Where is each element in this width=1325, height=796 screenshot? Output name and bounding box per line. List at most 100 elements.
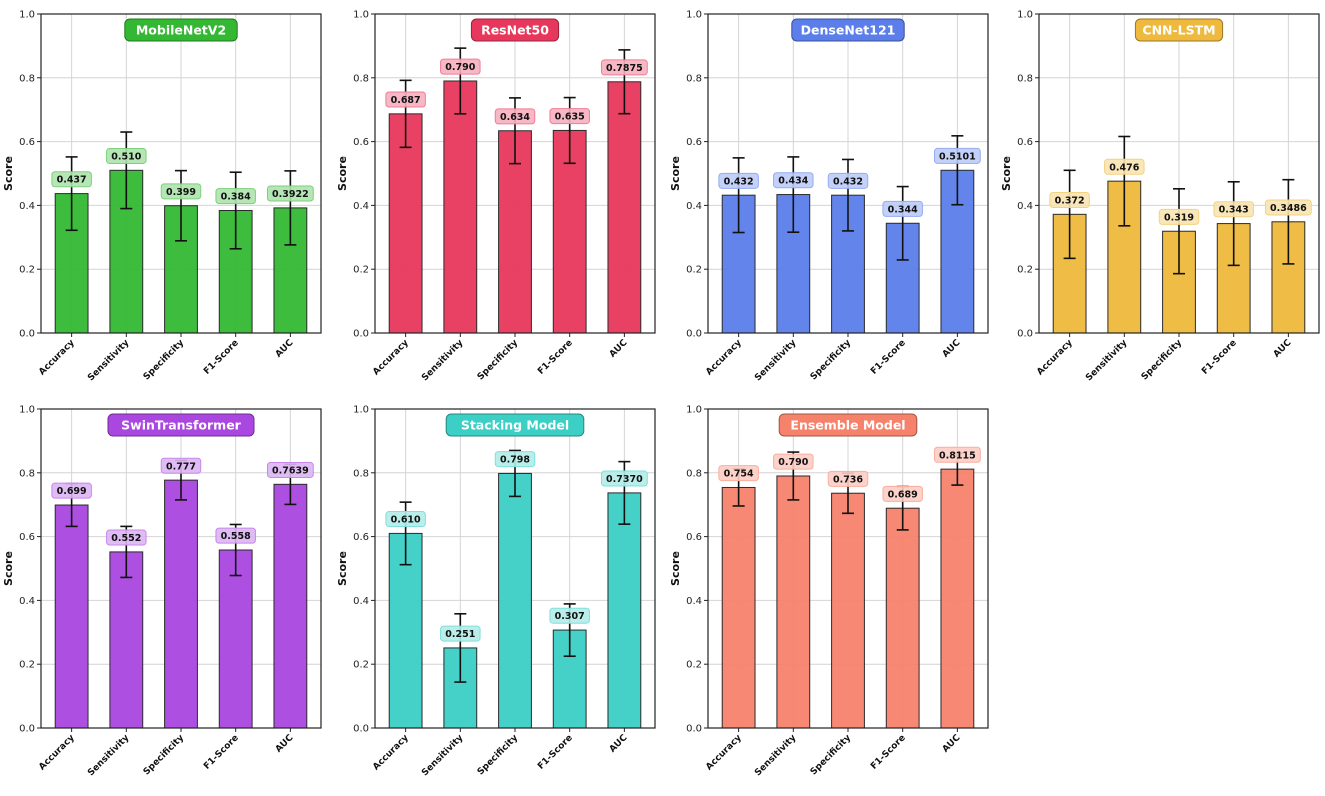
y-tick-label: 0.0 (1017, 329, 1033, 340)
y-tick-label: 1.0 (353, 10, 369, 21)
value-label-box (215, 527, 256, 544)
x-tick-label: Accuracy (704, 733, 744, 773)
y-tick-label: 0.2 (19, 265, 35, 276)
y-tick-label: 1.0 (19, 405, 35, 416)
bar-auc (607, 492, 642, 729)
x-tick-label: Specificity (142, 733, 186, 777)
value-label: 0.343 (1219, 205, 1249, 216)
y-tick-label: 0.8 (353, 468, 369, 479)
y-tick-label: 0.8 (19, 468, 35, 479)
value-label-box (385, 91, 426, 108)
y-axis-label: Score (2, 156, 15, 191)
value-label: 0.777 (166, 461, 196, 472)
y-axis-label: Score (669, 551, 682, 586)
value-label-box (882, 200, 923, 217)
y-tick-label: 0.0 (353, 724, 369, 735)
y-tick-label: 0.0 (19, 724, 35, 735)
value-label-box (494, 108, 536, 125)
x-tick-label: Specificity (809, 338, 853, 382)
y-tick-label: 0.2 (1017, 265, 1033, 276)
y-tick-label: 0.6 (686, 532, 702, 543)
subplot-title-badge (107, 413, 255, 437)
y-tick-label: 0.6 (353, 137, 369, 148)
x-tick-label: Specificity (1140, 338, 1184, 382)
bar-specificity (164, 479, 198, 729)
error-bar (787, 156, 800, 233)
bar-sensitivity (109, 551, 144, 729)
bar-accuracy (54, 504, 89, 729)
value-label: 0.510 (111, 151, 141, 162)
axes-frame (374, 408, 656, 729)
value-label-box (266, 461, 314, 478)
y-tick-label: 0.6 (19, 137, 35, 148)
axes-frame (1038, 13, 1320, 334)
value-label: 0.7370 (606, 474, 643, 485)
value-label: 0.558 (221, 531, 251, 542)
x-tick-label: Accuracy (1035, 338, 1075, 378)
value-label: 0.736 (833, 474, 863, 485)
bar-sensitivity (443, 80, 478, 334)
error-bar (454, 612, 467, 683)
error-bar (1173, 188, 1185, 275)
value-label-box (1158, 208, 1200, 225)
subplot-title: MobileNetV2 (136, 23, 226, 38)
x-tick-label: Accuracy (704, 338, 744, 378)
value-label: 0.798 (500, 455, 530, 466)
subplot-title-badge (470, 18, 560, 42)
value-label: 0.437 (57, 175, 87, 186)
error-bar (732, 157, 745, 234)
value-label-box (51, 482, 92, 499)
y-tick-label: 0.0 (686, 329, 702, 340)
subplot-title: CNN-LSTM (1142, 23, 1215, 38)
y-axis-label: Score (669, 156, 682, 191)
x-tick-label: Specificity (809, 733, 853, 777)
value-label: 0.432 (724, 176, 754, 187)
x-tick-label: Sensitivity (86, 338, 131, 383)
value-label: 0.3922 (272, 189, 309, 200)
value-label-box (215, 188, 256, 205)
y-tick-label: 0.2 (19, 660, 35, 671)
x-tick-label: Sensitivity (1084, 338, 1129, 383)
value-label-box (385, 511, 426, 528)
x-tick-label: Accuracy (371, 733, 411, 773)
value-label: 0.7875 (606, 63, 643, 74)
y-tick-label: 0.2 (686, 265, 702, 276)
value-label-box (266, 185, 314, 202)
y-tick-label: 0.4 (19, 596, 35, 607)
value-label-box (933, 446, 981, 463)
x-tick-label: AUC (274, 338, 296, 360)
subplot-densenet121: 0.0 0.2 0.4 0.6 0.8 1.0 Score 0.432 Accuracy 0.43… (669, 10, 989, 383)
x-tick-label: F1-Score (536, 338, 575, 377)
subplot-resnet50: 0.0 0.2 0.4 0.6 0.8 1.0 Score 0.687 Accuracy 0.79… (336, 10, 656, 383)
value-label-box (718, 465, 759, 482)
x-tick-label: AUC (1272, 338, 1294, 360)
subplot-title-badge (124, 18, 238, 42)
x-tick-label: AUC (608, 733, 630, 755)
y-tick-label: 0.4 (353, 201, 369, 212)
value-label: 0.689 (888, 489, 918, 500)
y-axis-label: Score (336, 551, 349, 586)
value-label: 0.8115 (939, 450, 976, 461)
bar-specificity (498, 130, 532, 334)
x-tick-label: AUC (274, 733, 296, 755)
subplot-title: DenseNet121 (801, 23, 896, 38)
x-tick-label: F1-Score (1200, 338, 1239, 377)
error-bar (842, 158, 854, 232)
value-label-box (827, 470, 869, 487)
error-bar (284, 170, 297, 246)
x-tick-label: Accuracy (37, 338, 77, 378)
value-label-box (600, 59, 648, 76)
axes-frame (40, 408, 322, 729)
y-tick-label: 0.0 (19, 329, 35, 340)
y-tick-label: 0.0 (353, 329, 369, 340)
bar-auc (940, 468, 975, 729)
x-tick-label: Accuracy (371, 338, 411, 378)
error-bar (1282, 178, 1295, 265)
x-tick-label: Specificity (142, 338, 186, 382)
bar-auc (607, 81, 642, 334)
y-tick-label: 0.6 (1017, 137, 1033, 148)
value-label-box (882, 485, 923, 502)
y-axis-label: Score (1000, 156, 1013, 191)
axes-frame (40, 13, 322, 334)
